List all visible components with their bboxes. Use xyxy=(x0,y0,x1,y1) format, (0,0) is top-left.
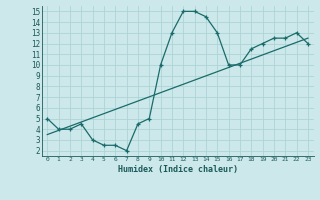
X-axis label: Humidex (Indice chaleur): Humidex (Indice chaleur) xyxy=(118,165,237,174)
